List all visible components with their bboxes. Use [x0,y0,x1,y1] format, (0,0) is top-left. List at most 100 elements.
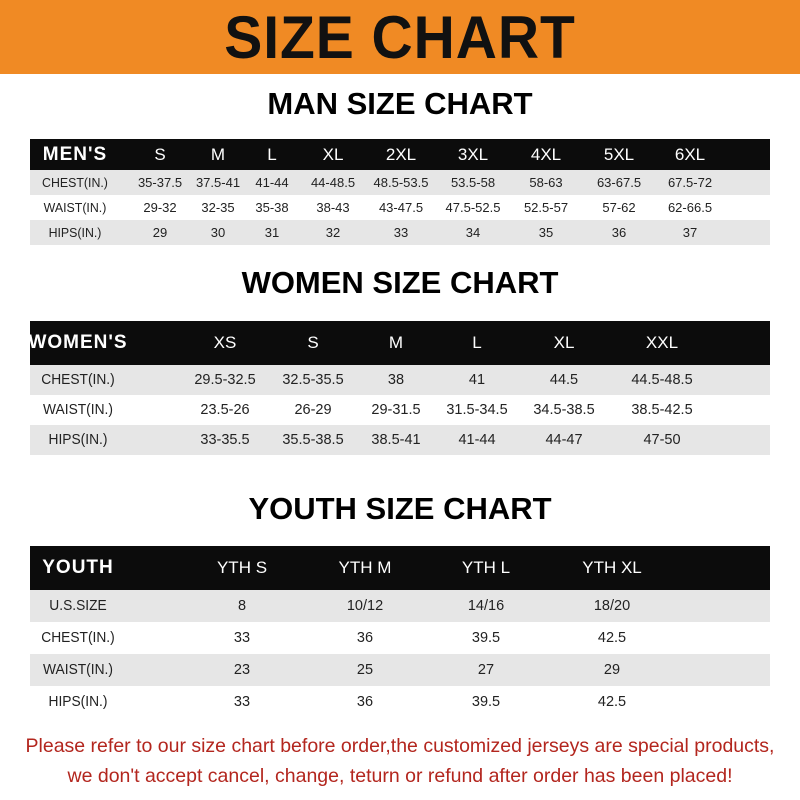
women-title: WOMEN SIZE CHART [241,265,559,300]
size-header: XXL [645,333,679,352]
table-cell: 42.5 [597,694,627,710]
table-cell: 63-67.5 [596,175,642,190]
table-cell: 29 [152,225,168,240]
table-cell: 23.5-26 [200,402,250,418]
table-cell: 44-47 [545,432,583,448]
table-cell: 37.5-41 [195,175,241,190]
men-size-table: MEN'S S M L XL 2XL 3XL 4XL 5XL 6XL CHEST(IN.) 35-37… [30,139,770,245]
table-cell: 35 [538,225,554,240]
size-header: L [472,333,482,352]
size-header: 2XL [385,144,417,164]
row-label: WAIST(IN.) [43,662,113,678]
table-cell: 47-50 [643,432,681,448]
table-cell: 42.5 [597,630,627,646]
size-header: YTH M [338,558,392,577]
table-cell: 27 [477,662,495,678]
table-cell: 39.5 [471,630,501,646]
table-cell: 33 [233,630,251,646]
size-header: 4XL [530,144,562,164]
table-cell: 8 [237,598,247,614]
table-cell: 14/16 [467,598,505,614]
table-cell: 41-44 [255,175,289,190]
table-cell: 33 [393,225,409,240]
table-cell: 26-29 [294,402,332,418]
table-cell: 39.5 [471,694,501,710]
row-label: U.S.SIZE [49,598,107,614]
size-header: S [154,144,166,164]
size-header: 3XL [457,144,489,164]
table-cell: 43-47.5 [378,200,424,215]
table-row: WAIST(IN.) 29-32 32-35 35-38 38-43 43-47.5 47.… [30,195,770,220]
row-label: HIPS(IN.) [48,225,102,240]
table-cell: 44-48.5 [310,175,356,190]
table-row: CHEST(IN.) 33 36 39.5 42.5 [30,622,770,654]
table-title-cell: WOMEN'S [28,332,128,353]
table-cell: 58-63 [529,175,563,190]
row-label: CHEST(IN.) [42,175,108,190]
table-cell: 30 [210,225,226,240]
row-label: CHEST(IN.) [41,630,115,646]
table-cell: 33 [233,694,251,710]
table-cell: 23 [233,662,251,678]
table-header-row: MEN'S S M L XL 2XL 3XL 4XL 5XL 6XL [30,139,770,170]
table-row: HIPS(IN.) 29 30 31 32 33 34 35 36 37 [30,220,770,245]
table-cell: 35-37.5 [137,175,183,190]
size-header: YTH L [461,558,511,577]
row-label: HIPS(IN.) [48,432,108,448]
row-label: CHEST(IN.) [41,372,115,388]
table-row: HIPS(IN.) 33 36 39.5 42.5 [30,686,770,718]
size-header: L [267,144,277,164]
notice-line-2: we don't accept cancel, change, teturn o… [67,765,733,787]
men-title: MAN SIZE CHART [267,86,533,121]
table-cell: 52.5-57 [523,200,569,215]
table-cell: 38.5-42.5 [631,402,693,418]
table-row: HIPS(IN.) 33-35.5 35.5-38.5 38.5-41 41-44 44-… [30,425,770,455]
table-cell: 48.5-53.5 [373,175,429,190]
table-header-row: WOMEN'S XS S M L XL XXL [28,321,770,365]
table-cell: 33-35.5 [200,432,250,448]
size-header: XL [322,144,344,164]
table-cell: 18/20 [593,598,631,614]
table-cell: 44.5-48.5 [631,372,693,388]
size-header: 5XL [603,144,635,164]
table-cell: 29 [603,662,621,678]
table-row: CHEST(IN.) 35-37.5 37.5-41 41-44 44-48.5 48.5… [30,170,770,195]
size-header: XL [553,333,575,352]
table-cell: 31 [264,225,280,240]
table-cell: 53.5-58 [450,175,496,190]
table-title-cell: MEN'S [42,143,108,165]
table-cell: 10/12 [346,598,384,614]
table-row: CHEST(IN.) 29.5-32.5 32.5-35.5 38 41 44.5 44.5… [30,365,770,395]
table-cell: 34 [465,225,481,240]
table-cell: 44.5 [549,372,579,388]
table-title-cell: YOUTH [42,557,114,578]
size-header: M [388,333,404,352]
table-cell: 36 [611,225,627,240]
table-cell: 47.5-52.5 [445,200,501,215]
table-cell: 32.5-35.5 [282,372,344,388]
table-cell: 37 [682,225,698,240]
size-header: 6XL [674,144,706,164]
table-cell: 32-35 [201,200,235,215]
youth-title: YOUTH SIZE CHART [248,491,552,526]
table-cell: 31.5-34.5 [446,402,508,418]
table-cell: 36 [356,630,374,646]
table-cell: 34.5-38.5 [533,402,595,418]
table-cell: 38 [387,372,405,388]
row-label: WAIST(IN.) [43,200,107,215]
row-label: WAIST(IN.) [43,402,113,418]
table-cell: 32 [325,225,341,240]
size-header: M [210,144,226,164]
table-header-row: YOUTH YTH S YTH M YTH L YTH XL [30,546,770,590]
banner-title: SIZE CHART [224,3,576,71]
table-cell: 25 [356,662,374,678]
women-size-table: WOMEN'S XS S M L XL XXL CHEST(IN.) 29.5-32.5 32.5… [28,321,770,455]
table-cell: 41-44 [458,432,496,448]
table-cell: 35.5-38.5 [282,432,344,448]
table-cell: 29-32 [143,200,177,215]
table-cell: 29.5-32.5 [194,372,256,388]
size-header: YTH XL [582,558,642,577]
table-cell: 38-43 [316,200,350,215]
table-cell: 67.5-72 [667,175,713,190]
table-cell: 62-66.5 [667,200,713,215]
